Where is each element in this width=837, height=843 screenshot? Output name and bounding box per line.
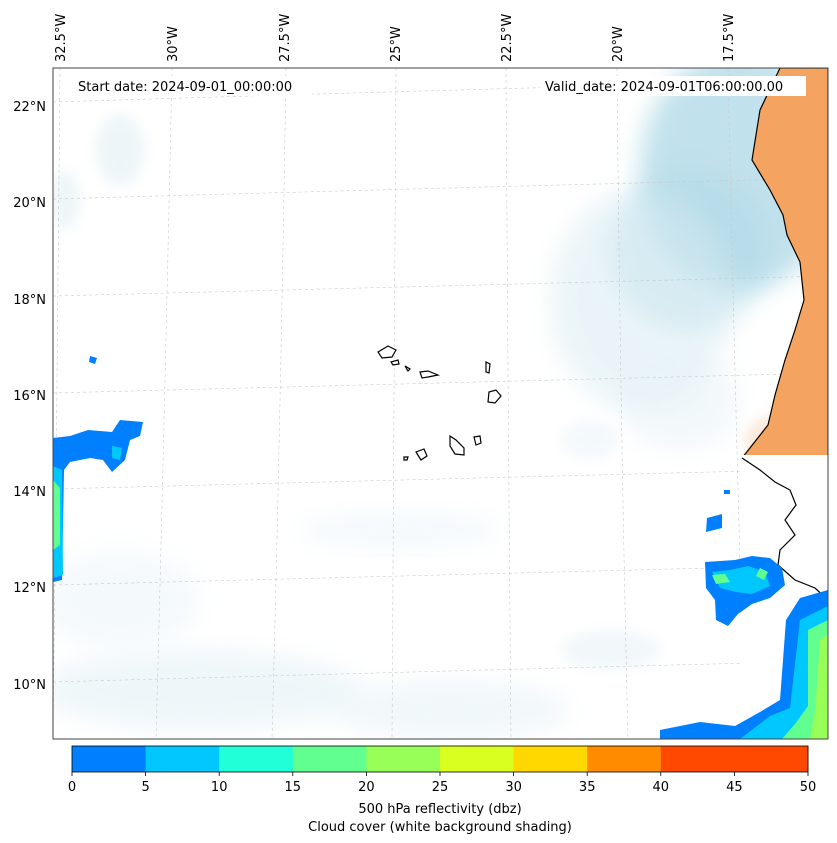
cloud-cover-shading: [53, 68, 828, 739]
lat-label: 20°N: [13, 196, 46, 211]
lat-label: 14°N: [13, 485, 46, 500]
colorbar-swatch: [72, 746, 147, 772]
colorbar: 0 5 10 15 20 25 30 35 40 45 50 500 hPa reflectivit…: [68, 745, 816, 835]
colorbar-tick-label: 5: [141, 780, 149, 795]
colorbar-swatch: [292, 746, 367, 772]
colorbar-ticks: 0 5 10 15 20 25 30 35 40 45 50: [68, 772, 816, 795]
colorbar-label-line2: Cloud cover (white background shading): [308, 820, 572, 835]
lon-label: 25°W: [389, 26, 404, 62]
lon-label: 32.5°W: [54, 14, 69, 62]
colorbar-swatch: [660, 746, 735, 772]
colorbar-tick-label: 10: [211, 780, 228, 795]
colorbar-label-line1: 500 hPa reflectivity (dbz): [358, 802, 521, 817]
colorbar-swatch: [219, 746, 294, 772]
reflectivity-field: [53, 356, 828, 739]
colorbar-swatches: [72, 746, 809, 772]
lat-label: 10°N: [13, 678, 46, 693]
cape-verde-islands: [377, 345, 502, 461]
colorbar-tick-label: 35: [579, 780, 596, 795]
colorbar-tick-label: 40: [653, 780, 670, 795]
colorbar-swatch: [366, 746, 441, 772]
colorbar-swatch: [145, 746, 220, 772]
colorbar-tick-label: 0: [68, 780, 76, 795]
colorbar-tick-label: 15: [285, 780, 302, 795]
lon-label: 30°W: [166, 26, 181, 62]
lon-label: 20°W: [611, 26, 626, 62]
colorbar-tick-label: 50: [800, 780, 817, 795]
lon-label: 17.5°W: [722, 14, 737, 62]
valid-date-label: Valid_date: 2024-09-01T06:00:00.00: [545, 80, 783, 95]
lon-label: 22.5°W: [500, 14, 515, 62]
colorbar-swatch: [587, 746, 662, 772]
lon-label: 27.5°W: [278, 14, 293, 62]
africa-coastline-south: [741, 457, 828, 601]
colorbar-tick-label: 30: [505, 780, 522, 795]
colorbar-swatch: [513, 746, 588, 772]
colorbar-tick-label: 25: [432, 780, 449, 795]
lat-label: 18°N: [13, 293, 46, 308]
lat-label: 16°N: [13, 389, 46, 404]
colorbar-tick-label: 45: [726, 780, 743, 795]
lat-label: 12°N: [13, 581, 46, 596]
colorbar-swatch: [734, 746, 809, 772]
lat-label: 22°N: [13, 100, 46, 115]
start-date-label: Start date: 2024-09-01_00:00:00: [78, 80, 292, 95]
latitude-labels: 22°N 20°N 18°N 16°N 14°N 12°N 10°N: [13, 100, 46, 693]
colorbar-swatch: [440, 746, 515, 772]
map-border: [52, 67, 829, 740]
longitude-labels: 32.5°W 30°W 27.5°W 25°W 22.5°W 20°W 17.5…: [54, 14, 737, 62]
colorbar-tick-label: 20: [358, 780, 375, 795]
